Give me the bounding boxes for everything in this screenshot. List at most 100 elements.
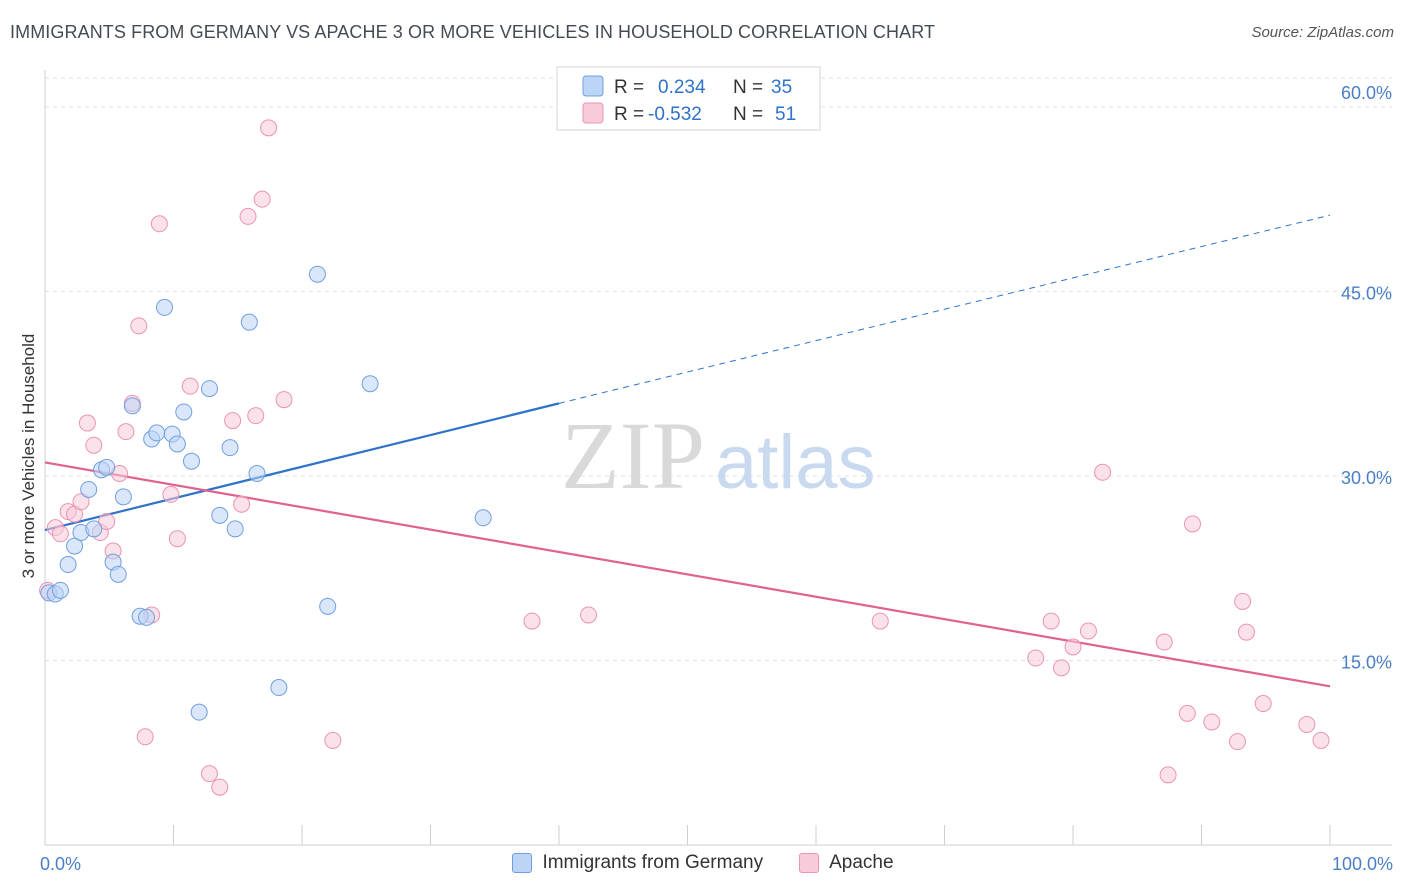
point-apache bbox=[1254, 695, 1272, 713]
point-apache bbox=[150, 215, 168, 233]
legend-n-label-apache: N = bbox=[733, 104, 763, 125]
point-germany bbox=[248, 464, 266, 482]
point-germany bbox=[319, 597, 337, 615]
chart-source: Source: ZipAtlas.com bbox=[1251, 24, 1394, 41]
point-germany bbox=[308, 265, 326, 283]
point-germany bbox=[175, 403, 193, 421]
point-apache bbox=[162, 485, 180, 503]
point-apache bbox=[72, 493, 90, 511]
point-germany bbox=[98, 458, 116, 476]
point-germany bbox=[156, 298, 174, 316]
point-apache bbox=[1234, 592, 1252, 610]
y-tick-label: 60.0% bbox=[1341, 83, 1392, 103]
point-apache bbox=[260, 119, 278, 137]
point-apache bbox=[224, 412, 242, 430]
point-germany bbox=[200, 380, 218, 398]
x-tick-label: 100.0% bbox=[1332, 854, 1393, 874]
bottom-legend-label-germany: Immigrants from Germany bbox=[542, 852, 764, 873]
axes bbox=[44, 70, 1392, 846]
legend-r-value-apache: -0.532 bbox=[648, 104, 702, 125]
point-germany bbox=[148, 424, 166, 442]
point-apache bbox=[117, 423, 135, 441]
point-apache bbox=[239, 207, 257, 225]
y-tick-label: 45.0% bbox=[1341, 283, 1392, 303]
point-apache bbox=[98, 512, 116, 530]
bottom-legend-swatch-apache bbox=[799, 853, 820, 873]
point-apache bbox=[181, 377, 199, 395]
point-apache bbox=[247, 407, 265, 425]
point-germany bbox=[182, 452, 200, 470]
point-apache bbox=[1064, 638, 1082, 656]
point-germany bbox=[474, 509, 492, 527]
point-germany bbox=[221, 439, 239, 457]
point-apache bbox=[1052, 659, 1070, 677]
bottom-legend-item-apache: Apache bbox=[799, 852, 894, 874]
point-germany bbox=[80, 480, 98, 498]
point-germany bbox=[123, 397, 141, 415]
point-apache bbox=[871, 612, 889, 630]
gridlines bbox=[45, 77, 1392, 661]
point-apache bbox=[275, 391, 293, 409]
bottom-legend-item-germany: Immigrants from Germany bbox=[512, 852, 763, 874]
point-apache bbox=[1184, 515, 1202, 533]
point-apache bbox=[168, 530, 186, 548]
point-apache bbox=[580, 606, 598, 624]
legend: R = 0.234 N = 35 R = -0.532 N = 51 bbox=[556, 66, 821, 131]
tick-labels: 15.0% 30.0% 45.0% 60.0% 0.0% 100.0% bbox=[40, 83, 1393, 874]
legend-r-label-germany: R = bbox=[614, 77, 644, 98]
point-apache bbox=[136, 728, 154, 746]
point-germany bbox=[190, 703, 208, 721]
trendline-extension-germany bbox=[558, 214, 1331, 404]
point-apache bbox=[1298, 715, 1316, 733]
legend-r-value-germany: 0.234 bbox=[658, 77, 706, 98]
point-apache bbox=[1094, 463, 1112, 481]
point-apache bbox=[1203, 713, 1221, 731]
watermark: ZIP atlas bbox=[561, 402, 876, 509]
point-apache bbox=[233, 495, 251, 513]
data-points bbox=[39, 119, 1330, 796]
legend-n-value-germany: 35 bbox=[771, 77, 792, 98]
point-apache bbox=[78, 414, 96, 432]
point-apache bbox=[211, 778, 229, 796]
point-apache bbox=[85, 436, 103, 454]
legend-n-label-germany: N = bbox=[733, 77, 763, 98]
point-apache bbox=[1027, 649, 1045, 667]
point-apache bbox=[1312, 731, 1330, 749]
legend-swatch-apache bbox=[582, 102, 604, 124]
x-tick-label: 0.0% bbox=[40, 854, 81, 874]
trendline-apache bbox=[44, 461, 1331, 688]
point-germany bbox=[211, 506, 229, 524]
point-apache bbox=[1155, 633, 1173, 651]
point-apache bbox=[253, 190, 271, 208]
trendlines bbox=[44, 214, 1331, 688]
point-germany bbox=[168, 435, 186, 453]
legend-n-value-apache: 51 bbox=[775, 104, 796, 125]
point-apache bbox=[1228, 733, 1246, 751]
point-apache bbox=[1178, 704, 1196, 722]
svg-text:ZIP: ZIP bbox=[561, 402, 705, 509]
trendline-germany bbox=[44, 402, 560, 532]
y-tick-label: 30.0% bbox=[1341, 468, 1392, 488]
point-germany bbox=[114, 488, 132, 506]
bottom-legend: Immigrants from Germany Apache bbox=[0, 852, 1406, 874]
point-apache bbox=[1237, 623, 1255, 641]
point-apache bbox=[523, 612, 541, 630]
legend-r-label-apache: R = bbox=[614, 104, 644, 125]
point-germany bbox=[226, 520, 244, 538]
bottom-legend-swatch-germany bbox=[512, 853, 533, 873]
legend-swatch-germany bbox=[582, 75, 604, 97]
y-tick-label: 15.0% bbox=[1341, 652, 1392, 672]
point-germany bbox=[109, 565, 127, 583]
svg-text:atlas: atlas bbox=[715, 420, 876, 505]
point-apache bbox=[1042, 612, 1060, 630]
chart-title: IMMIGRANTS FROM GERMANY VS APACHE 3 OR M… bbox=[10, 22, 936, 42]
point-apache bbox=[51, 525, 69, 543]
point-germany bbox=[138, 608, 156, 626]
point-germany bbox=[361, 375, 379, 393]
point-germany bbox=[85, 520, 103, 538]
point-germany bbox=[240, 313, 258, 331]
point-apache bbox=[1079, 622, 1097, 640]
point-apache bbox=[130, 317, 148, 335]
bottom-legend-label-apache: Apache bbox=[829, 852, 894, 873]
